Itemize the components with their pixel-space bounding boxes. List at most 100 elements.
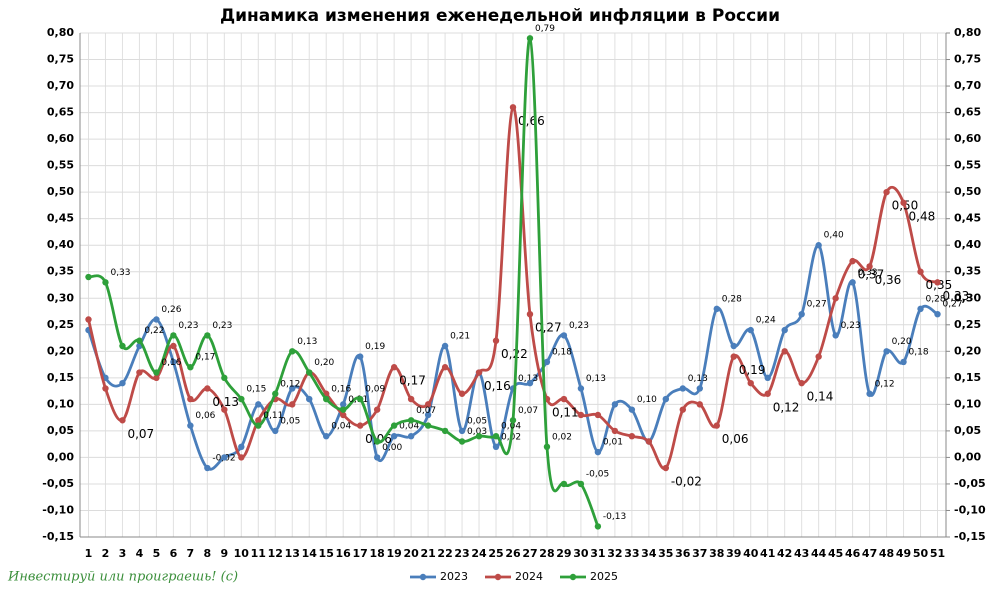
- point: [407, 395, 415, 403]
- point: [900, 199, 907, 206]
- x-tick-label: 3: [119, 547, 127, 560]
- point: [815, 242, 822, 249]
- y-tick-label: 0,05: [47, 424, 74, 437]
- point: [339, 401, 347, 408]
- value-label: 0,16: [161, 358, 181, 368]
- point: [339, 411, 347, 419]
- point: [424, 401, 432, 408]
- point: [170, 342, 177, 350]
- value-label: 0,79: [535, 24, 555, 34]
- point: [373, 454, 381, 461]
- point: [679, 385, 687, 392]
- point: [628, 406, 636, 413]
- y-tick-label: 0,15: [47, 371, 74, 384]
- point: [611, 427, 619, 435]
- value-label: 0,27: [943, 300, 963, 310]
- point: [883, 188, 890, 196]
- y2-tick-label: 0,05: [954, 424, 981, 437]
- x-tick-label: 41: [760, 547, 775, 560]
- point: [526, 310, 534, 318]
- x-tick-label: 27: [522, 547, 537, 560]
- point: [204, 385, 211, 392]
- point: [323, 395, 330, 403]
- value-label: 0,04: [331, 422, 351, 432]
- y-tick-label: 0,80: [47, 26, 74, 39]
- point: [781, 326, 788, 334]
- x-tick-label: 23: [454, 547, 469, 560]
- point: [356, 395, 364, 403]
- value-label: 0,23: [212, 321, 232, 331]
- value-label: 0,09: [365, 385, 385, 395]
- point: [832, 295, 839, 302]
- y-tick-label: 0,50: [47, 185, 74, 198]
- value-label: 0,33: [943, 289, 970, 303]
- y2-tick-label: 0,30: [954, 291, 981, 304]
- point: [679, 406, 687, 413]
- point: [594, 448, 602, 456]
- point: [441, 427, 449, 435]
- x-tick-label: 12: [268, 547, 283, 560]
- x-tick-label: 34: [641, 547, 657, 560]
- y2-tick-label: 0,35: [954, 265, 981, 278]
- x-tick-label: 5: [153, 547, 161, 560]
- y2-tick-label: -0,15: [954, 530, 986, 543]
- value-label: 0,04: [399, 422, 419, 432]
- value-label: 0,28: [722, 294, 742, 304]
- y2-tick-label: 0,75: [954, 53, 981, 66]
- point: [255, 417, 262, 424]
- value-label: 0,22: [501, 347, 528, 361]
- point: [526, 379, 534, 387]
- point: [153, 369, 160, 376]
- y2-tick-label: 0,70: [954, 79, 981, 92]
- y-tick-label: 0,75: [47, 53, 74, 66]
- value-label: 0,37: [858, 268, 885, 282]
- value-label: 0,27: [535, 321, 562, 335]
- point: [255, 401, 262, 408]
- point: [611, 401, 619, 408]
- value-label: 0,17: [195, 353, 215, 363]
- value-label: 0,05: [467, 416, 487, 426]
- point: [119, 342, 126, 350]
- point: [458, 427, 466, 435]
- value-label: 0,12: [280, 379, 300, 389]
- y2-tick-label: 0,55: [954, 159, 981, 172]
- point: [696, 385, 703, 392]
- point: [187, 422, 194, 429]
- point: [883, 348, 890, 355]
- point: [917, 268, 924, 275]
- y2-tick-label: -0,05: [954, 477, 986, 490]
- x-tick-label: 28: [539, 547, 554, 560]
- point: [221, 406, 228, 413]
- value-label: -0,13: [603, 512, 626, 522]
- x-tick-label: 26: [505, 547, 521, 560]
- value-label: 0,05: [280, 416, 300, 426]
- value-label: 0,07: [416, 406, 436, 416]
- x-tick-label: 4: [136, 547, 144, 560]
- y2-tick-label: 0,00: [954, 450, 981, 463]
- y2-tick-label: 0,10: [954, 397, 981, 410]
- y-tick-label: -0,15: [42, 530, 74, 543]
- value-label: 0,04: [501, 422, 521, 432]
- value-label: 0,15: [246, 385, 266, 395]
- y-tick-label: 0,65: [47, 106, 74, 119]
- point: [187, 395, 194, 403]
- point: [306, 369, 313, 376]
- x-tick-label: 20: [403, 547, 419, 560]
- x-tick-label: 38: [709, 547, 724, 560]
- x-tick-label: 50: [913, 547, 929, 560]
- point: [458, 438, 466, 445]
- legend-label: 2023: [440, 570, 468, 583]
- point: [713, 305, 720, 313]
- point: [934, 279, 941, 286]
- x-tick-label: 51: [930, 547, 945, 560]
- point: [119, 417, 126, 424]
- y-tick-label: 0,00: [47, 450, 74, 463]
- value-label: 0,10: [637, 395, 657, 405]
- point: [390, 364, 398, 371]
- y-tick-label: 0,35: [47, 265, 74, 278]
- point: [238, 443, 245, 451]
- x-tick-label: 21: [420, 547, 435, 560]
- point: [730, 342, 737, 350]
- point: [747, 379, 754, 387]
- point: [323, 433, 330, 440]
